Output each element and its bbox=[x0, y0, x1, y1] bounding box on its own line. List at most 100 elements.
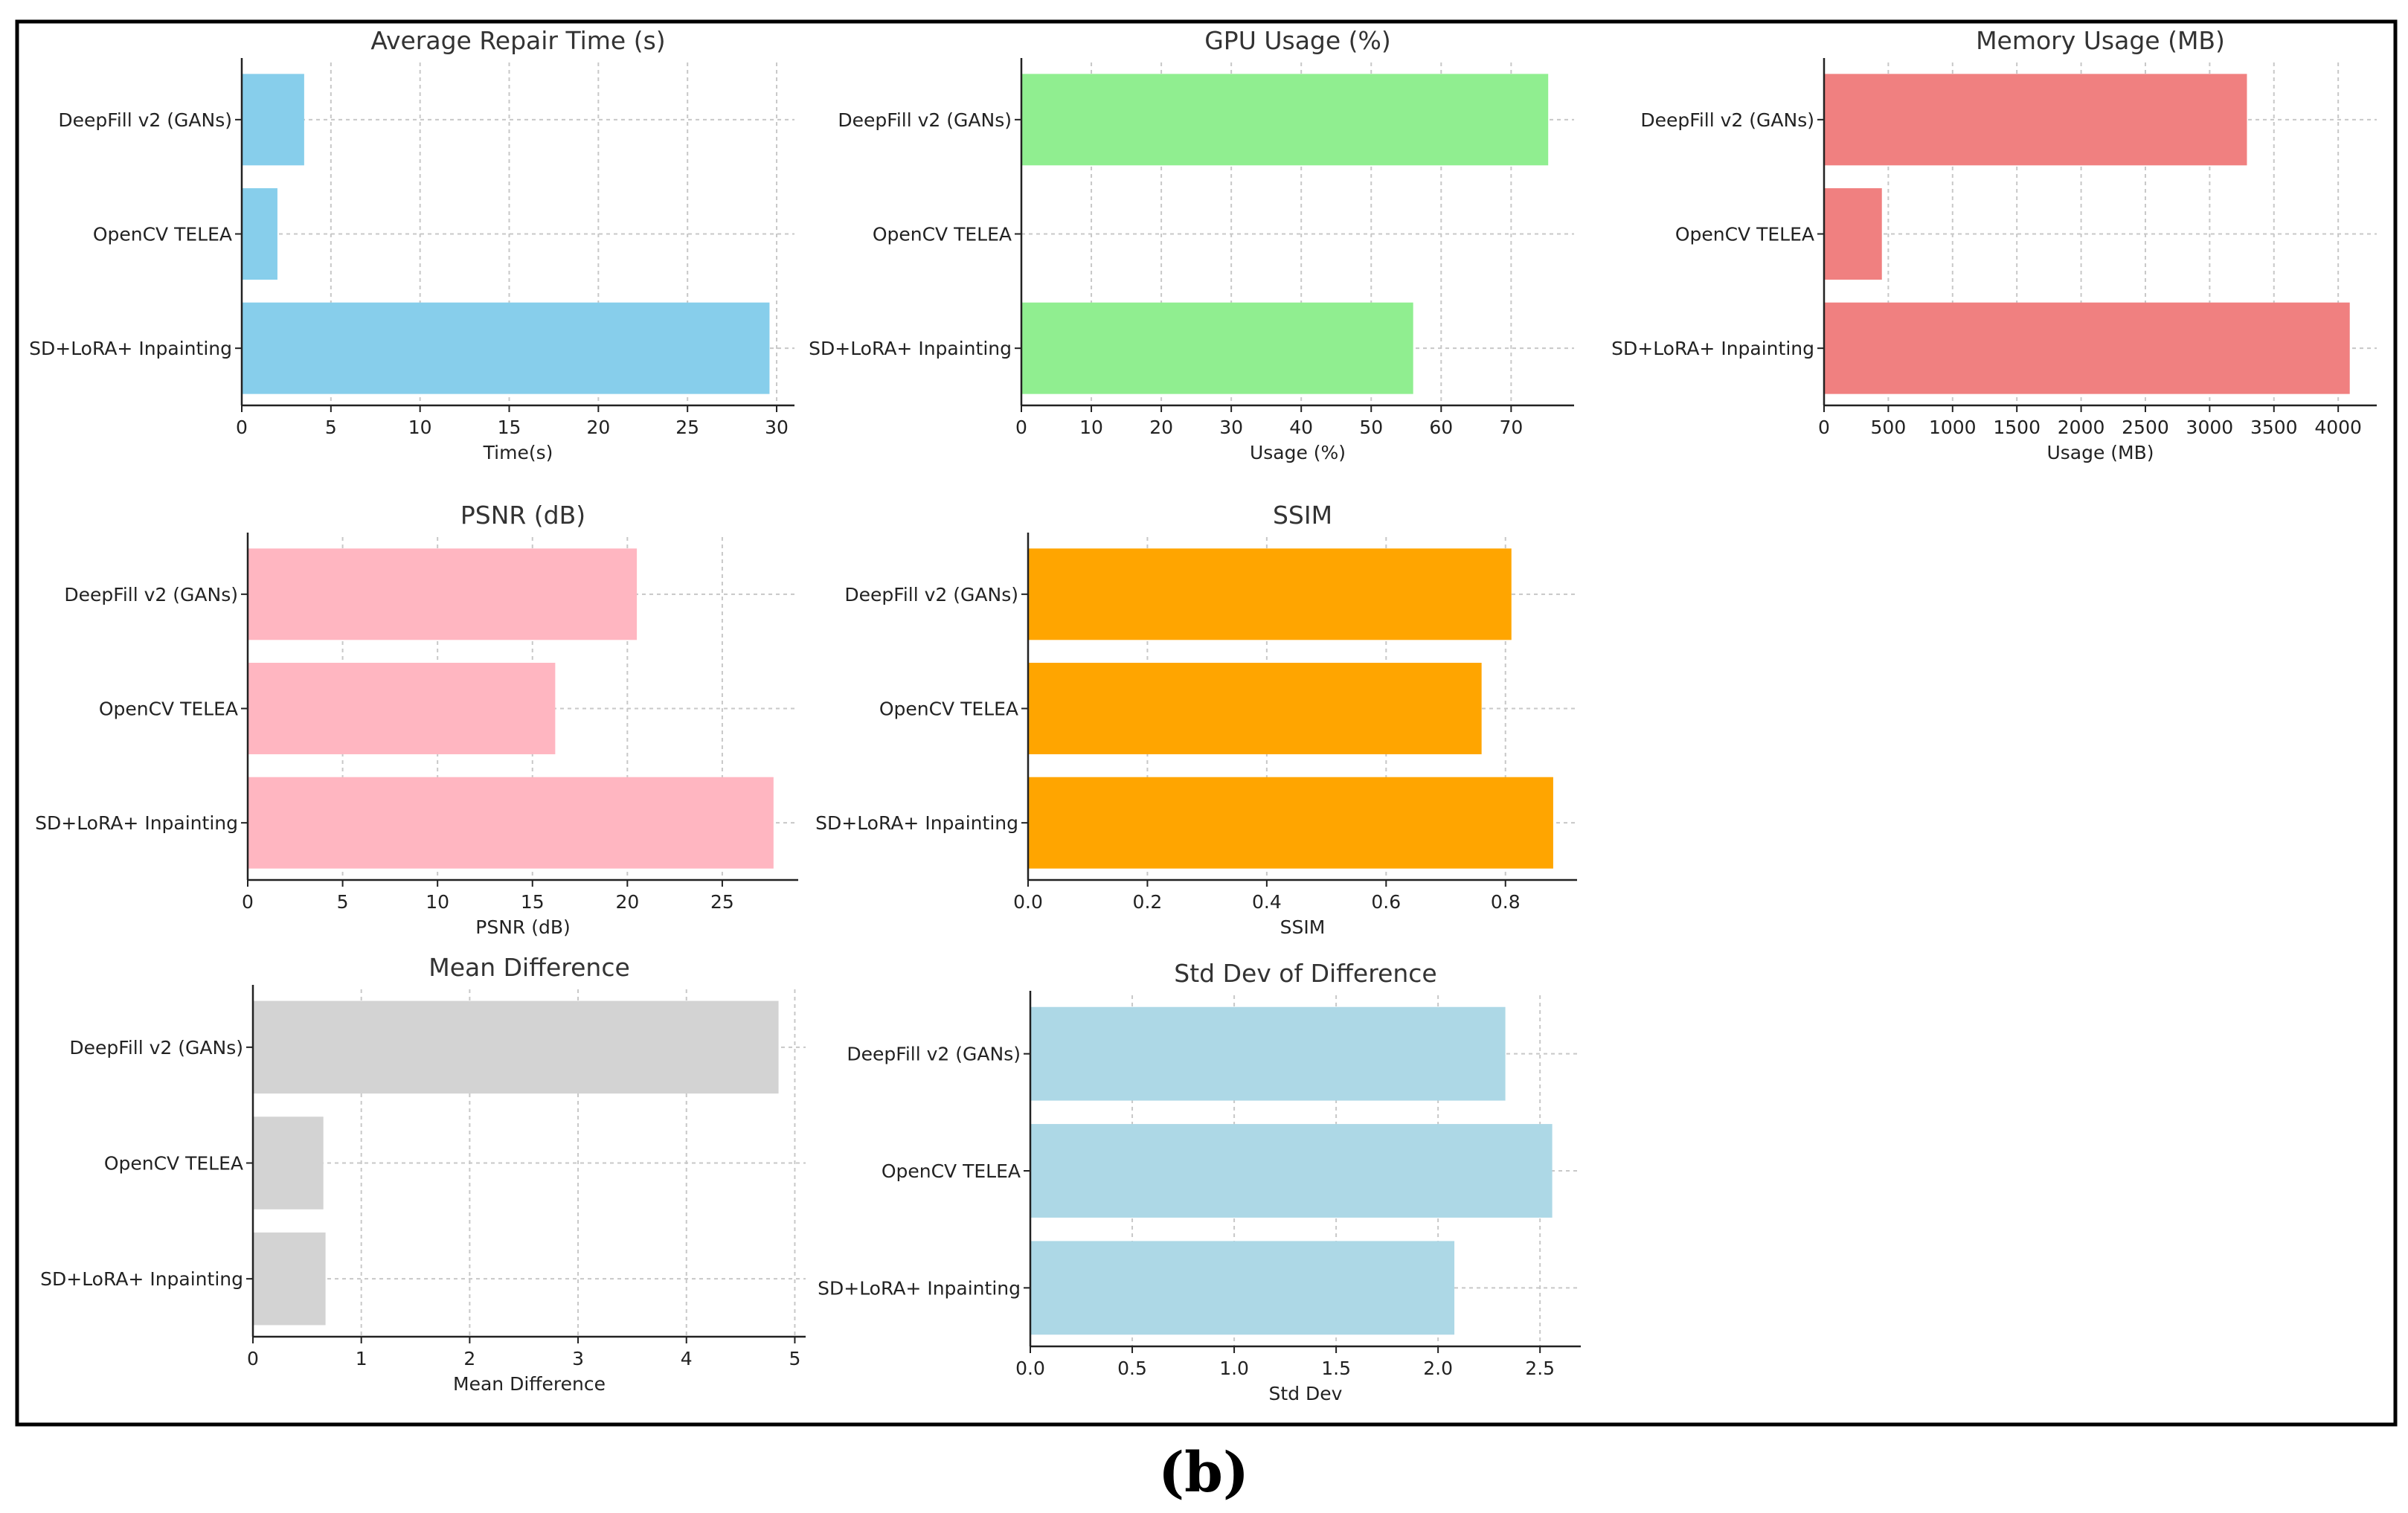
category-label: OpenCV TELEA bbox=[104, 1153, 243, 1175]
x-tick-label: 10 bbox=[426, 891, 449, 913]
x-tick-label: 20 bbox=[1149, 417, 1173, 438]
x-tick-label: 10 bbox=[408, 417, 432, 438]
category-label: SD+LoRA+ Inpainting bbox=[35, 812, 238, 834]
category-label: OpenCV TELEA bbox=[93, 224, 232, 245]
x-axis-label: Mean Difference bbox=[453, 1373, 606, 1395]
x-tick-label: 15 bbox=[498, 417, 521, 438]
x-tick-label: 0 bbox=[1818, 417, 1830, 438]
x-axis-label: Std Dev bbox=[1269, 1383, 1343, 1404]
bar bbox=[253, 1000, 779, 1094]
x-tick-label: 4 bbox=[681, 1348, 693, 1369]
chart-title: GPU Usage (%) bbox=[1204, 26, 1391, 55]
bar bbox=[248, 548, 638, 640]
chart-title: Memory Usage (MB) bbox=[1976, 26, 2225, 55]
x-tick-label: 0 bbox=[242, 891, 254, 913]
category-label: OpenCV TELEA bbox=[873, 224, 1012, 245]
x-tick-label: 1000 bbox=[1929, 417, 1977, 438]
x-tick-label: 0.8 bbox=[1491, 891, 1521, 913]
category-label: DeepFill v2 (GANs) bbox=[847, 1044, 1021, 1065]
x-tick-label: 0 bbox=[247, 1348, 259, 1369]
bar bbox=[242, 188, 277, 280]
x-tick-label: 1500 bbox=[1993, 417, 2041, 438]
bar bbox=[1021, 302, 1413, 394]
chart-mean-difference: 0 1 2 3 4 5 DeepFill v2 (GANs) OpenCV TELEA SD+L… bbox=[40, 953, 806, 1395]
x-tick-label: 4000 bbox=[2314, 417, 2362, 438]
category-label: SD+LoRA+ Inpainting bbox=[29, 338, 232, 359]
bar bbox=[1824, 74, 2247, 166]
chart-gpu-usage: 0 10 20 30 40 50 60 70 DeepFill v2 (GANs) OpenCV … bbox=[809, 26, 1574, 463]
x-tick-label: 0.2 bbox=[1133, 891, 1163, 913]
x-tick-label: 1 bbox=[356, 1348, 367, 1369]
x-axis-label: Usage (%) bbox=[1250, 442, 1346, 463]
x-tick-label: 20 bbox=[586, 417, 610, 438]
category-label: OpenCV TELEA bbox=[99, 698, 238, 720]
x-tick-label: 3 bbox=[572, 1348, 584, 1369]
x-tick-label: 500 bbox=[1871, 417, 1907, 438]
x-tick-label: 5 bbox=[789, 1348, 800, 1369]
bar bbox=[1030, 1006, 1506, 1101]
x-tick-label: 30 bbox=[1219, 417, 1243, 438]
bar bbox=[1028, 663, 1482, 754]
category-label: DeepFill v2 (GANs) bbox=[58, 109, 232, 131]
x-tick-label: 25 bbox=[675, 417, 699, 438]
x-tick-label: 3000 bbox=[2186, 417, 2234, 438]
x-tick-label: 1.5 bbox=[1321, 1358, 1351, 1379]
category-label: OpenCV TELEA bbox=[882, 1160, 1021, 1182]
bar bbox=[1824, 302, 2350, 394]
x-axis-label: Usage (MB) bbox=[2046, 442, 2154, 463]
x-tick-label: 0 bbox=[1015, 417, 1027, 438]
x-tick-label: 0.4 bbox=[1252, 891, 1282, 913]
bar bbox=[248, 663, 556, 754]
category-label: OpenCV TELEA bbox=[879, 698, 1018, 720]
category-label: SD+LoRA+ Inpainting bbox=[815, 812, 1018, 834]
category-label: DeepFill v2 (GANs) bbox=[64, 584, 238, 605]
x-tick-label: 0.5 bbox=[1117, 1358, 1147, 1379]
category-label: DeepFill v2 (GANs) bbox=[1640, 109, 1814, 131]
x-tick-label: 25 bbox=[710, 891, 734, 913]
bar bbox=[1030, 1241, 1455, 1335]
chart-memory-usage-mb: 0 500 1000 1500 2000 2500 3000 3500 4000 DeepFill… bbox=[1611, 26, 2377, 463]
x-tick-label: 2 bbox=[463, 1348, 475, 1369]
bar bbox=[1824, 188, 1882, 280]
bar bbox=[253, 1117, 324, 1210]
x-tick-label: 0.6 bbox=[1371, 891, 1401, 913]
category-label: DeepFill v2 (GANs) bbox=[69, 1037, 243, 1059]
chart-std-dev-of-difference: 0.0 0.5 1.0 1.5 2.0 2.5 DeepFill v2 (GANs) Open… bbox=[818, 959, 1581, 1404]
chart-ssim: 0.0 0.2 0.4 0.6 0.8 DeepFill v2 (GANs) OpenCV … bbox=[815, 501, 1577, 938]
x-tick-label: 60 bbox=[1429, 417, 1453, 438]
category-label: SD+LoRA+ Inpainting bbox=[818, 1277, 1021, 1299]
bar bbox=[1028, 548, 1512, 640]
bar bbox=[1030, 1124, 1553, 1218]
category-label: SD+LoRA+ Inpainting bbox=[1611, 338, 1814, 359]
figure-caption: (b) bbox=[1158, 1441, 1249, 1505]
category-label: DeepFill v2 (GANs) bbox=[844, 584, 1018, 605]
x-tick-label: 5 bbox=[325, 417, 337, 438]
x-tick-label: 10 bbox=[1079, 417, 1103, 438]
x-tick-label: 2500 bbox=[2122, 417, 2169, 438]
category-label: DeepFill v2 (GANs) bbox=[838, 109, 1012, 131]
chart-average-repair-time-s: 0 5 10 15 20 25 30 DeepFill v2 (GANs) OpenCV TEL… bbox=[29, 26, 794, 463]
bar bbox=[242, 302, 770, 394]
category-label: SD+LoRA+ Inpainting bbox=[40, 1268, 243, 1290]
x-tick-label: 15 bbox=[521, 891, 545, 913]
category-label: SD+LoRA+ Inpainting bbox=[809, 338, 1012, 359]
x-tick-label: 2.5 bbox=[1525, 1358, 1555, 1379]
x-axis-label: SSIM bbox=[1280, 916, 1326, 938]
x-tick-label: 2.0 bbox=[1423, 1358, 1453, 1379]
x-tick-label: 3500 bbox=[2250, 417, 2298, 438]
x-axis-label: PSNR (dB) bbox=[475, 916, 571, 938]
category-label: OpenCV TELEA bbox=[1675, 224, 1814, 245]
x-tick-label: 0 bbox=[236, 417, 248, 438]
bar bbox=[1021, 74, 1549, 166]
bar bbox=[242, 74, 304, 166]
x-tick-label: 40 bbox=[1289, 417, 1313, 438]
x-tick-label: 20 bbox=[615, 891, 639, 913]
x-tick-label: 0.0 bbox=[1013, 891, 1043, 913]
x-tick-label: 1.0 bbox=[1219, 1358, 1249, 1379]
x-axis-label: Time(s) bbox=[483, 442, 553, 463]
chart-title: Average Repair Time (s) bbox=[370, 26, 665, 55]
x-tick-label: 70 bbox=[1499, 417, 1523, 438]
chart-title: Std Dev of Difference bbox=[1174, 959, 1436, 988]
